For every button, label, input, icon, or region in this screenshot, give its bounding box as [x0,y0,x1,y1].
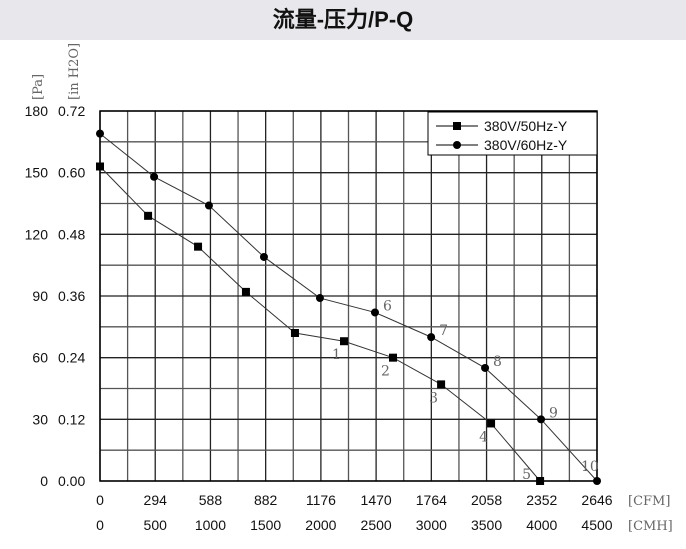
data-point-square [290,329,299,337]
x-tick-label-cmh: 3500 [471,517,502,533]
point-label: 2 [381,364,390,380]
y-tick-label-pa: 180 [25,103,49,119]
y-tick-label-inh2o: 0.72 [58,103,85,119]
point-label: 7 [439,323,448,339]
data-point-circle [204,201,213,210]
data-point-circle [481,363,490,372]
chart-title: 流量-压力/P-Q [0,0,686,40]
x-tick-label-cmh: 4500 [581,517,612,533]
series-line [99,133,598,482]
x-tick-label-cfm: 0 [96,492,104,508]
x-tick-label-cfm: 2058 [471,492,502,508]
x-tick-label-cfm: 588 [199,492,223,508]
data-point-square [389,353,398,362]
data-point-square [536,477,545,485]
x-tick-label-cmh: 1500 [250,517,281,533]
x-axis-label-cmh: [CMH] [628,519,673,534]
data-point-circle [96,129,104,138]
y-tick-label-inh2o: 0.24 [58,350,85,366]
data-point-square [437,380,446,389]
x-tick-label-cmh: 4000 [526,517,557,533]
point-label: 8 [493,354,502,370]
legend-label: 380V/50Hz-Y [484,118,568,134]
x-tick-label-cfm: 294 [144,492,168,508]
x-tick-label-cmh: 2000 [305,517,336,533]
point-label: 9 [549,405,558,421]
y-tick-label-inh2o: 0.36 [58,288,85,304]
data-point-square [144,211,153,220]
data-point-circle [593,477,601,485]
point-label: 5 [522,467,531,483]
x-tick-label-cmh: 2500 [361,517,392,533]
data-point-circle [150,172,159,181]
x-tick-label-cfm: 1176 [306,492,336,508]
y-tick-label-pa: 90 [32,288,48,304]
data-point-square [339,337,348,346]
x-tick-label-cfm: 2646 [581,492,612,508]
y-tick-label-inh2o: 0.00 [58,473,85,489]
data-point-circle [259,252,268,261]
legend-marker-circle [453,141,461,149]
y-tick-label-pa: 30 [32,411,48,427]
series-line [99,166,541,482]
x-tick-label-cfm: 1470 [361,492,392,508]
legend-marker-square [453,122,461,130]
point-label: 1 [332,347,341,363]
y-tick-label-pa: 120 [25,226,49,242]
point-label: 3 [429,390,438,406]
data-point-circle [427,333,436,342]
x-tick-label-cmh: 0 [96,517,104,533]
x-axis-label-cfm: [CFM] [628,494,670,509]
y-tick-label-inh2o: 0.60 [58,165,85,181]
data-point-circle [537,415,546,424]
x-tick-label-cfm: 2352 [526,492,557,508]
y-axis-label-inh2o: [in H2O] [67,43,82,100]
plot-frame [99,110,598,482]
data-point-square [96,162,104,171]
data-point-square [241,287,250,296]
y-tick-label-inh2o: 0.12 [58,411,85,427]
x-tick-label-cmh: 3000 [416,517,447,533]
y-tick-label-inh2o: 0.48 [58,226,85,242]
legend-label: 380V/60Hz-Y [484,137,568,153]
x-tick-label-cmh: 500 [144,517,168,533]
data-point-circle [315,294,324,303]
x-tick-label-cfm: 882 [254,492,278,508]
point-label: 6 [383,298,392,314]
x-tick-label-cfm: 1764 [416,492,447,508]
data-point-circle [370,308,379,317]
y-tick-label-pa: 150 [25,165,49,181]
point-label: 10 [581,459,599,475]
x-tick-label-cmh: 1000 [195,517,226,533]
y-axis-label-pa: [Pa] [31,74,46,100]
data-point-square [194,242,203,251]
y-tick-label-pa: 60 [32,350,48,366]
y-tick-label-pa: 0 [40,473,48,489]
point-label: 4 [479,429,488,445]
data-point-square [487,419,496,428]
